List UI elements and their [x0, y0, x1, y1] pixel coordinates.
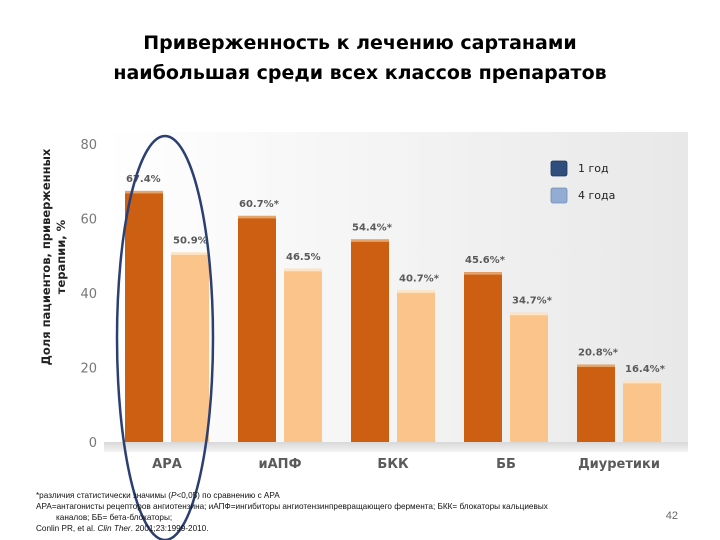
bar-1-year-highlight	[351, 239, 389, 242]
bar-4-years	[171, 252, 209, 442]
title-line-2: наибольшая среди всех классов препаратов	[113, 62, 607, 84]
bar-1-year	[351, 239, 389, 442]
legend-swatch-2	[550, 187, 568, 204]
plot-area-floor	[104, 442, 688, 452]
footnote-abbreviations-cont: каналов; ББ= бета-блокаторы;	[56, 513, 173, 522]
footnote-reference: Conlin PR, et al. Clin Ther. 2001;23:199…	[36, 524, 209, 533]
data-label-4-years: 46.5%	[286, 252, 321, 263]
bar-4-years-highlight	[397, 290, 435, 293]
bar-1-year-highlight	[464, 272, 502, 275]
legend-swatch-1	[550, 160, 568, 177]
data-label-4-years: 34.7%*	[512, 296, 553, 307]
footnote: *различия статистически значимы (P<0,05)…	[36, 490, 676, 534]
y-tick-label: 40	[80, 287, 97, 302]
footnote-significance: *различия статистически значимы (P<0,05)…	[36, 491, 280, 500]
data-label-4-years: 50.9%	[173, 235, 208, 246]
data-label-4-years: 40.7%*	[399, 273, 440, 284]
bar-4-years-highlight	[284, 268, 322, 272]
page-number: 42	[665, 510, 678, 522]
bar-4-years-highlight	[171, 252, 209, 255]
bar-1-year-highlight	[238, 215, 276, 219]
data-label-1-year: 54.4%*	[352, 222, 393, 233]
bar-4-years	[623, 380, 661, 442]
data-label-1-year: 45.6%*	[465, 255, 506, 266]
bar-4-years	[397, 290, 435, 442]
y-tick-label: 80	[80, 138, 97, 153]
bar-4-years-highlight	[510, 312, 548, 316]
data-label-4-years: 16.4%*	[625, 364, 666, 375]
legend: 1 год 4 года	[550, 160, 615, 204]
y-tick-label: 20	[80, 362, 97, 377]
bar-1-year-highlight	[577, 364, 615, 368]
category-label: БКК	[377, 457, 409, 472]
bar-1-year	[464, 272, 502, 442]
bar-1-year	[238, 215, 276, 442]
bar-4-years-highlight	[623, 380, 661, 384]
bar-4-years	[510, 312, 548, 442]
category-label: Диуретики	[578, 457, 660, 472]
data-label-1-year: 20.8%*	[578, 348, 619, 359]
y-tick-label: 0	[89, 436, 97, 451]
data-label-1-year: 60.7%*	[239, 199, 280, 210]
bar-1-year-highlight	[125, 190, 163, 194]
category-label: иАПФ	[259, 457, 302, 472]
data-label-1-year: 67.4%	[126, 174, 161, 185]
bar-4-years	[284, 268, 322, 442]
category-label: АРА	[152, 457, 182, 472]
y-tick-label: 60	[80, 213, 97, 228]
title-line-1: Приверженность к лечению сартанами	[143, 32, 577, 54]
highlight-oval	[115, 134, 215, 540]
legend-label-2: 4 года	[578, 189, 615, 202]
footnote-abbreviations: АРА=антагонисты рецепторов ангиотензина;…	[36, 502, 548, 511]
category-label: ББ	[496, 457, 516, 472]
slide-title: Приверженность к лечению сартанами наибо…	[60, 28, 660, 88]
bar-1-year	[125, 190, 163, 442]
bar-1-year	[577, 364, 615, 442]
legend-label-1: 1 год	[578, 162, 609, 175]
y-axis-title: Доля пациентов, приверженных терапии, %	[39, 148, 68, 366]
